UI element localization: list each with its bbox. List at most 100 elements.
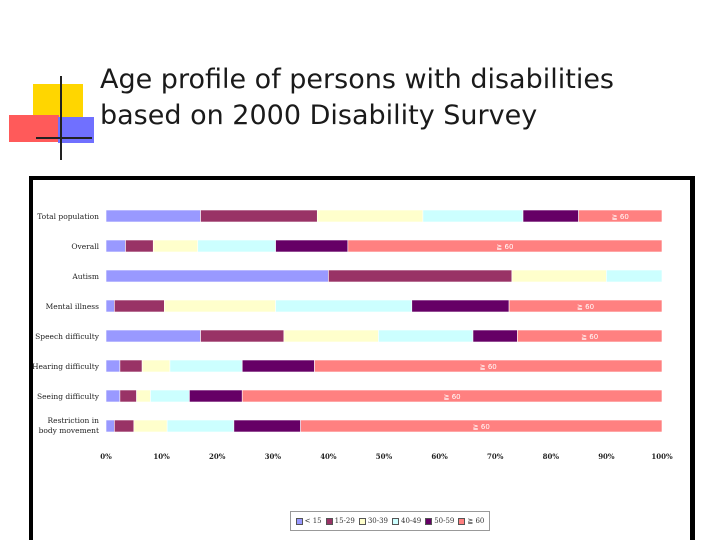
segment-label-hearing-difficulty: ≧ 60 <box>480 363 497 371</box>
legend-label: 40-49 <box>401 517 422 525</box>
category-label-total-population: Total population <box>37 212 99 221</box>
legend-swatch <box>358 517 366 525</box>
bar-segment-total-population-s4 <box>522 209 579 223</box>
bar-segment-seeing-difficulty-s1 <box>119 389 137 403</box>
legend-label: 50-59 <box>434 517 455 525</box>
x-tick-label: 0% <box>100 452 112 461</box>
x-tick-label: 50% <box>376 452 393 461</box>
bar-segment-mental-illness-s3 <box>275 299 413 313</box>
slide-title-line2: based on 2000 Disability Survey <box>100 100 538 131</box>
legend-item: 15-29 <box>325 517 355 525</box>
bar-segment-overall-s2 <box>152 239 199 253</box>
x-tick-label: 40% <box>320 452 337 461</box>
bar-segment-restriction-in-body-movement-s4 <box>233 419 301 433</box>
legend-swatch <box>325 517 333 525</box>
x-tick-label: 90% <box>598 452 615 461</box>
x-tick-label: 100% <box>651 452 673 461</box>
bar-segment-speech-difficulty-s0 <box>105 329 201 343</box>
segment-label-restriction-in-body-movement: ≧ 60 <box>473 423 490 431</box>
bar-segment-total-population-s1 <box>200 209 318 223</box>
bar-segment-seeing-difficulty-s5 <box>241 389 663 403</box>
legend-item: 50-59 <box>425 517 454 525</box>
bar-segment-seeing-difficulty-s3 <box>150 389 190 403</box>
slide-title: Age profile of persons with disabilities… <box>100 62 700 134</box>
legend-label: 30-39 <box>367 517 388 525</box>
category-label-autism: Autism <box>71 272 99 281</box>
bar-segment-overall-s3 <box>197 239 276 253</box>
segment-label-overall: ≧ 60 <box>496 243 513 251</box>
x-tick-label: 10% <box>153 452 170 461</box>
bar-segment-speech-difficulty-s1 <box>200 329 285 343</box>
bar-segment-overall-s5 <box>347 239 663 253</box>
bar-segment-speech-difficulty-s4 <box>472 329 518 343</box>
bar-segment-hearing-difficulty-s5 <box>314 359 663 373</box>
decor-vertical-rule <box>60 76 62 160</box>
bar-segment-restriction-in-body-movement-s3 <box>166 419 235 433</box>
segment-label-seeing-difficulty: ≧ 60 <box>444 393 461 401</box>
chart-frame: Total population ≧ 60 Overall ≧ 60 Autism Men… <box>29 176 695 540</box>
slide-title-line1: Age profile of persons with disabilities <box>100 64 615 95</box>
bar-segment-restriction-in-body-movement-s2 <box>133 419 168 433</box>
bar-segment-total-population-s0 <box>105 209 201 223</box>
bar-segment-mental-illness-s2 <box>164 299 276 313</box>
bar-segment-overall-s4 <box>275 239 349 253</box>
category-label-restriction-in-body-movement: Restriction in body movement <box>39 416 100 435</box>
bar-segment-total-population-s5 <box>578 209 663 223</box>
legend-item: < 15 <box>295 517 322 525</box>
x-tick-label: 30% <box>265 452 282 461</box>
bar-segment-autism-s2 <box>511 269 607 283</box>
segment-label-speech-difficulty: ≧ 60 <box>581 333 598 341</box>
legend-item: ≧ 60 <box>458 517 484 525</box>
bar-segment-autism-s3 <box>606 269 663 283</box>
legend-swatch <box>458 517 466 525</box>
bar-segment-seeing-difficulty-s0 <box>105 389 121 403</box>
bar-segment-mental-illness-s4 <box>411 299 510 313</box>
bar-segment-mental-illness-s0 <box>105 299 115 313</box>
bar-segment-seeing-difficulty-s2 <box>136 389 151 403</box>
bar-segment-speech-difficulty-s5 <box>517 329 663 343</box>
bar-segment-hearing-difficulty-s1 <box>119 359 143 373</box>
category-label-speech-difficulty: Speech difficulty <box>35 332 100 341</box>
x-tick-label: 70% <box>487 452 504 461</box>
bar-segment-overall-s1 <box>125 239 154 253</box>
segment-label-total-population: ≧ 60 <box>612 213 629 221</box>
chart-area: Total population ≧ 60 Overall ≧ 60 Autism Men… <box>33 180 690 540</box>
chart-legend: < 15 15-29 30-39 40-49 50-59 ≧ 60 <box>290 511 490 531</box>
bar-segment-hearing-difficulty-s4 <box>241 359 315 373</box>
category-label-mental-illness: Mental illness <box>46 302 100 311</box>
bar-segment-hearing-difficulty-s3 <box>169 359 243 373</box>
decor-horizontal-rule <box>36 137 92 139</box>
bar-segment-total-population-s3 <box>422 209 524 223</box>
bar-segment-speech-difficulty-s2 <box>283 329 379 343</box>
bar-segment-mental-illness-s5 <box>508 299 663 313</box>
bar-segment-hearing-difficulty-s2 <box>141 359 171 373</box>
segment-label-mental-illness: ≧ 60 <box>577 303 594 311</box>
legend-item: 30-39 <box>358 517 388 525</box>
bar-segment-speech-difficulty-s3 <box>378 329 474 343</box>
x-tick-label: 60% <box>431 452 448 461</box>
bar-segment-restriction-in-body-movement-s1 <box>114 419 135 433</box>
category-label-overall: Overall <box>71 242 99 251</box>
bar-segment-restriction-in-body-movement-s0 <box>105 419 115 433</box>
legend-swatch <box>392 517 399 525</box>
category-label-hearing-difficulty: Hearing difficulty <box>33 362 100 371</box>
legend-label: 15-29 <box>334 517 355 525</box>
bar-segment-overall-s0 <box>105 239 126 253</box>
stacked-bar-chart: Total population ≧ 60 Overall ≧ 60 Autism Men… <box>33 209 673 461</box>
bar-segment-total-population-s2 <box>316 209 424 223</box>
legend-item: 40-49 <box>392 517 421 525</box>
bar-segment-autism-s0 <box>105 269 329 283</box>
legend-label: < 15 <box>304 517 322 525</box>
bar-segment-hearing-difficulty-s0 <box>105 359 121 373</box>
legend-label: ≧ 60 <box>467 517 485 525</box>
decor-blue-square <box>58 117 94 143</box>
x-tick-label: 80% <box>543 452 560 461</box>
legend-swatch <box>425 517 433 525</box>
bar-segment-mental-illness-s1 <box>114 299 165 313</box>
bar-segment-restriction-in-body-movement-s5 <box>300 419 663 433</box>
bar-segment-seeing-difficulty-s4 <box>189 389 243 403</box>
category-label-seeing-difficulty: Seeing difficulty <box>37 392 100 401</box>
bar-segment-autism-s1 <box>328 269 513 283</box>
x-tick-label: 20% <box>209 452 226 461</box>
legend-swatch <box>295 517 303 525</box>
